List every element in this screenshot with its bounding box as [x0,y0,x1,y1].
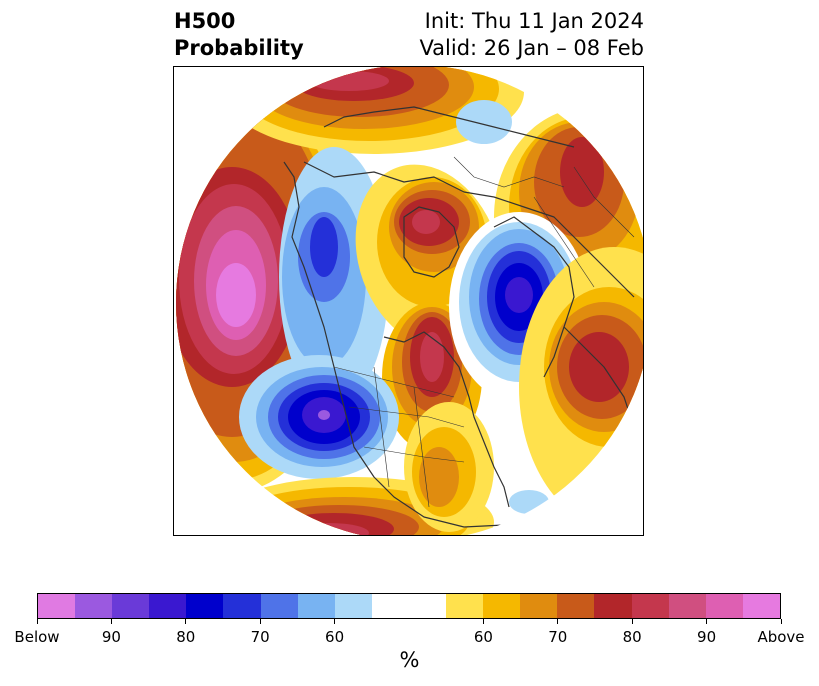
init-date: Init: Thu 11 Jan 2024 [424,9,644,33]
colorbar-swatch [520,594,558,618]
colorbar [37,593,781,619]
colorbar-tick [631,619,633,624]
colorbar-swatch [408,594,447,618]
colorbar-tick-label: Above [757,628,805,646]
colorbar-tick [334,619,336,624]
colorbar-swatch [446,594,484,618]
colorbar-swatch [668,594,706,618]
colorbar-swatch [38,594,76,618]
colorbar-swatch [705,594,743,618]
colorbar-tick [185,619,187,624]
political-borders [333,156,635,508]
colorbar-tick-label: Below [14,628,60,646]
colorbar-tick [36,619,38,624]
colorbar-swatch [260,594,298,618]
colorbar-swatch [149,594,187,618]
colorbar-swatch [223,594,261,618]
probability-map [173,66,644,536]
colorbar-swatch [631,594,669,618]
colorbar-swatch [557,594,595,618]
colorbar-tick [482,619,484,624]
colorbar-tick-label: 80 [622,628,642,646]
colorbar-tick [557,619,559,624]
title-left: H500 Probability [174,8,304,62]
colorbar-swatch [371,594,409,618]
title-product: Probability [174,36,304,60]
colorbar-tick-label: 90 [101,628,121,646]
colorbar-swatch [594,594,632,618]
colorbar-swatch [297,594,335,618]
colorbar-tick-label: 60 [473,628,493,646]
map-canvas [176,67,643,535]
colorbar-tick-label: 70 [250,628,270,646]
colorbar-swatch [483,594,521,618]
colorbar-swatch [742,594,780,618]
colorbar-tick [110,619,112,624]
title-variable: H500 [174,9,236,33]
colorbar-unit: % [399,648,420,672]
colorbar-swatch [186,594,224,618]
colorbar-tick-label: 80 [176,628,196,646]
colorbar-swatch [75,594,113,618]
colorbar-swatch [112,594,150,618]
colorbar-tick-label: 70 [548,628,568,646]
anomaly-western-us-below [239,355,399,479]
colorbar-tick-label: 90 [697,628,717,646]
title-right: Init: Thu 11 Jan 2024 Valid: 26 Jan – 08… [419,8,644,62]
valid-range: Valid: 26 Jan – 08 Feb [419,36,644,60]
colorbar-tick [780,619,782,624]
colorbar-ticks: Below 90 80 70 60 60 70 80 90 Above [14,619,805,649]
colorbar-tick [706,619,708,624]
colorbar-tick-label: 60 [325,628,345,646]
colorbar-tick [259,619,261,624]
colorbar-swatch [334,594,372,618]
